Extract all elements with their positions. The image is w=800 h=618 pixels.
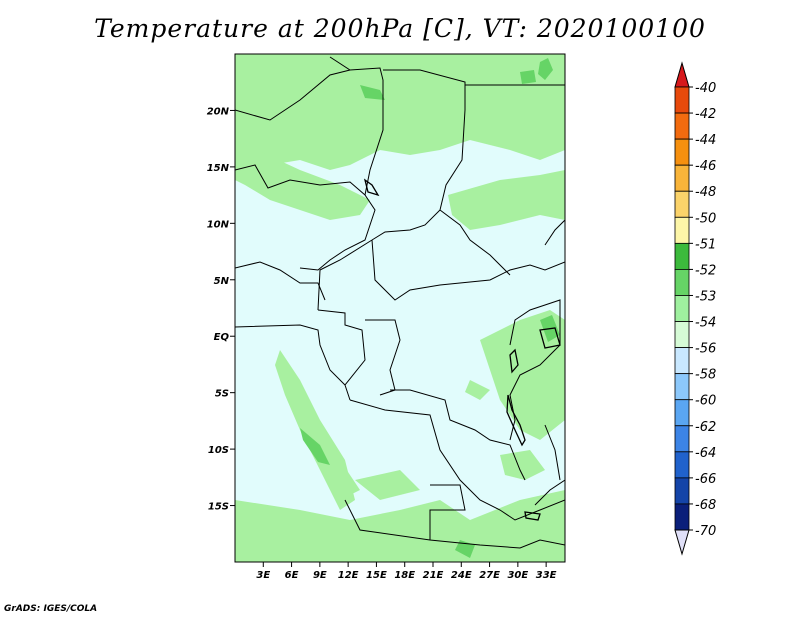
colorbar-segment [674,112,690,140]
y-tick-label: 15N [207,163,230,174]
colorbar-segment [674,138,690,166]
colorbar-segment [674,242,690,270]
colorbar-segment [674,347,690,375]
colorbar-under-triangle [674,529,690,556]
colorbar-segment [674,451,690,479]
colorbar-label: -66 [695,472,716,487]
colorbar-segment [674,164,690,192]
colorbar-label: -68 [695,498,716,513]
x-tick-label: 21E [423,570,444,581]
colorbar-label: -60 [695,394,716,409]
x-tick-label: 24E [451,570,472,581]
y-tick-label: 5S [215,389,229,400]
y-tick-label: 10S [208,445,229,456]
y-tick-label: 5N [214,276,230,287]
colorbar-label: -53 [695,289,716,304]
y-tick-label: 20N [207,106,230,117]
colorbar-segment [674,295,690,322]
colorbar-label: -62 [695,420,716,435]
x-tick-label: 9E [313,570,327,581]
colorbar-label: -64 [695,446,716,461]
colorbar-label: -51 [695,237,716,252]
y-axis-ticks: 20N 15N 10N 5N EQ 5S 10S 15S [207,106,235,513]
x-tick-label: 6E [285,570,299,581]
colorbar-segment [674,190,690,218]
colorbar-segment [674,503,690,531]
colorbar-segment [674,321,690,348]
colorbar-label: -58 [695,368,716,383]
colorbar-segment [674,399,690,427]
colorbar-segment [674,477,690,505]
y-tick-label: 10N [207,219,230,230]
colorbar-label: -54 [695,316,716,331]
y-tick-label: EQ [214,332,230,343]
chart-title: Temperature at 200hPa [C], VT: 202010010… [94,14,706,43]
colorbar-label: -44 [695,133,716,148]
colorbar-label: -42 [695,107,716,122]
x-tick-label: 27E [479,570,500,581]
colorbar-label: -50 [695,211,716,226]
colorbar-label: -46 [695,159,716,174]
colorbar-label: -40 [695,81,716,96]
colorbar-segment [674,269,690,296]
colorbar: -40 -42 -44 -46 -48 -50 -51 -52 -53 -54 -56 -58 -60 -… [674,61,716,556]
colorbar-label: -56 [695,342,716,357]
lake-outlines [363,178,561,521]
grads-credit: GrADS: IGES/COLA [4,604,98,614]
colorbar-segment [674,216,690,244]
colorbar-label: -52 [695,263,716,278]
x-tick-label: 12E [338,570,359,581]
x-axis-ticks: 3E 6E 9E 12E 15E 18E 21E 24E 27E 30E 33E [256,562,557,581]
x-tick-label: 33E [536,570,557,581]
y-tick-label: 15S [208,502,229,513]
x-tick-label: 3E [256,570,270,581]
colorbar-segment [674,373,690,401]
x-tick-label: 18E [394,570,415,581]
x-tick-label: 30E [507,570,528,581]
colorbar-segment [674,86,690,114]
colorbar-segment [674,425,690,453]
colorbar-label: -48 [695,185,716,200]
colorbar-label: -70 [695,524,716,539]
x-tick-label: 15E [366,570,387,581]
colorbar-over-triangle [674,61,690,88]
plot-frame [234,53,566,563]
